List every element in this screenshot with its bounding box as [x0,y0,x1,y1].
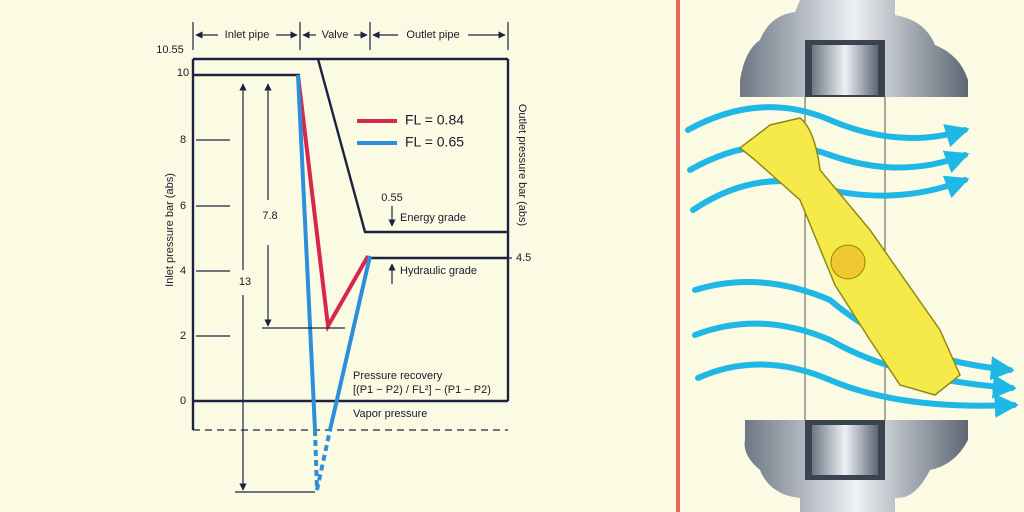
y-tick-label: 2 [180,330,186,342]
section-header: Inlet pipe Valve Outlet pipe [192,22,509,50]
shape [812,45,878,95]
annotation: [(P1 − P2) / FL²] − (P1 − P2) [353,384,491,396]
y-tick-label: 4 [180,265,186,277]
y-tick-label: 10 [177,67,189,79]
shape [685,104,970,148]
annotation: Pressure recovery [353,370,443,382]
annotation: Energy grade [400,212,466,224]
curve-low-fl [296,74,317,431]
annotation: 7.8 [262,210,277,222]
annotation: Hydraulic grade [400,265,477,277]
y-ticks: 0 2 4 6 8 10 10.55 [156,44,230,407]
shape [687,142,970,174]
divider [676,0,680,512]
legend: FL = 0.84 FL = 0.65 [357,112,464,150]
curve-low-fl-dashed [313,429,332,491]
annotation: 0.55 [381,192,402,204]
annotation: Vapor pressure [353,408,427,420]
y-tick-label: 10.55 [156,44,184,56]
y-tick-label: 0 [180,395,186,407]
curves [296,74,372,491]
section-label: Outlet pipe [406,29,459,41]
axes [191,57,512,431]
shape [830,244,866,280]
shape [316,58,508,234]
y-axis-label: Inlet pressure bar (abs) [164,173,176,287]
legend-label: FL = 0.65 [405,134,464,150]
legend-label: FL = 0.84 [405,112,464,128]
shape [695,361,1019,418]
annotation: 4.5 [516,252,531,264]
section-label: Valve [322,29,349,41]
curve-high-fl [296,74,370,333]
y-tick-label: 8 [180,134,186,146]
curve-low-fl [328,255,372,431]
shape [812,425,878,475]
valve-illustration [685,0,1019,512]
y-tick-label: 6 [180,200,186,212]
annotation: 13 [239,276,251,288]
annotations: 0.55 Energy grade Hydraulic grade 4.5 7.… [235,83,531,493]
section-label: Inlet pipe [225,29,270,41]
y2-axis-label: Outlet pressure bar (abs) [516,104,528,226]
shape [692,320,1017,399]
